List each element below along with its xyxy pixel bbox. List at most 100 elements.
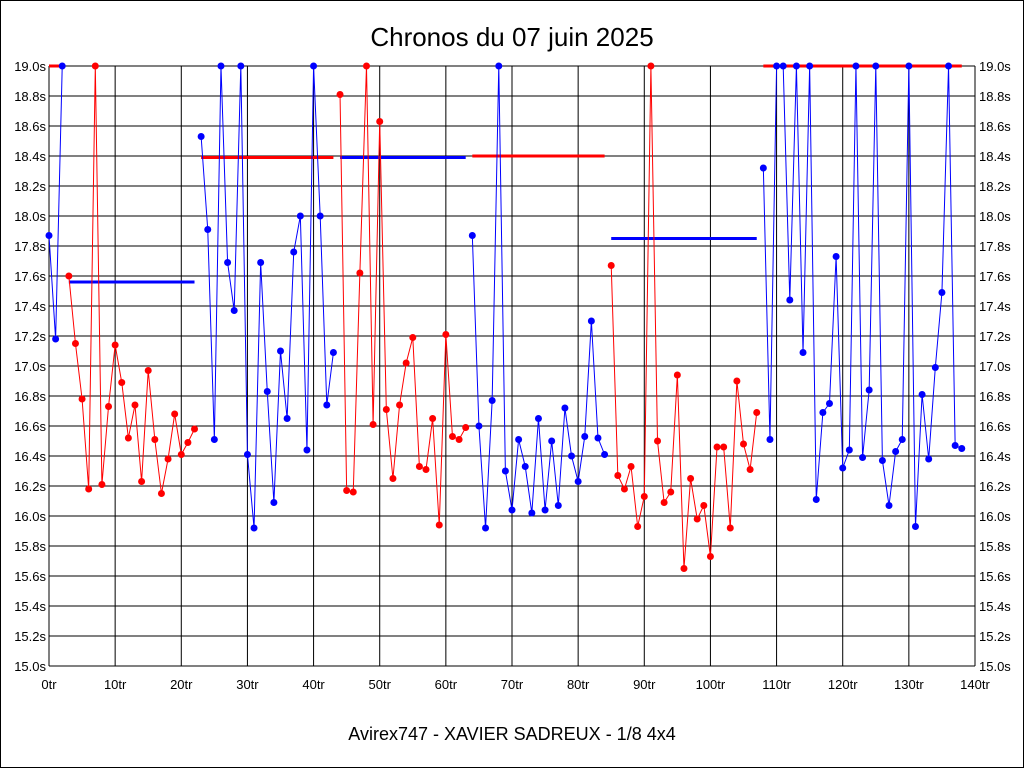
data-point — [250, 524, 258, 532]
x-tick-label: 20tr — [170, 677, 193, 692]
data-point — [561, 404, 569, 412]
y-tick-label-left: 15.0s — [14, 659, 46, 674]
y-tick-label-left: 18.6s — [14, 119, 46, 134]
data-point — [475, 422, 483, 430]
data-point — [713, 443, 721, 451]
data-point — [310, 62, 318, 70]
series-line — [471, 65, 606, 529]
data-point — [819, 409, 827, 416]
x-tick-label: 60tr — [435, 677, 458, 692]
data-point — [409, 334, 417, 341]
data-point — [435, 521, 443, 529]
y-tick-label-right: 15.2s — [979, 629, 1011, 644]
y-tick-label-right: 18.6s — [979, 119, 1011, 134]
data-point — [224, 259, 232, 266]
data-point — [389, 475, 397, 482]
data-point — [396, 401, 404, 409]
data-point — [521, 463, 529, 470]
data-point — [343, 487, 351, 494]
data-point — [501, 467, 509, 475]
data-point — [693, 515, 701, 523]
y-tick-label-left: 18.4s — [14, 149, 46, 164]
data-point — [184, 439, 192, 446]
data-point — [362, 62, 370, 70]
data-point — [528, 509, 536, 517]
chart-title: Chronos du 07 juin 2025 — [370, 22, 653, 52]
data-point — [495, 62, 503, 70]
data-point — [191, 425, 199, 433]
y-tick-label-right: 17.0s — [979, 359, 1011, 374]
data-point — [779, 62, 787, 70]
data-point — [541, 506, 549, 514]
y-tick-label-left: 15.6s — [14, 569, 46, 584]
data-point — [118, 379, 126, 386]
data-point — [85, 485, 93, 493]
y-tick-label-right: 18.0s — [979, 209, 1011, 224]
data-point — [614, 472, 622, 479]
y-tick-label-left: 17.4s — [14, 299, 46, 314]
data-point — [872, 62, 880, 70]
x-tick-label: 40tr — [302, 677, 325, 692]
data-point — [845, 446, 853, 454]
data-point — [786, 296, 794, 304]
data-point — [687, 475, 695, 482]
data-point — [812, 496, 820, 503]
data-point — [468, 232, 476, 239]
data-point — [627, 463, 635, 470]
data-point — [98, 481, 106, 488]
data-point — [296, 212, 304, 220]
data-point — [277, 347, 284, 355]
data-point — [594, 434, 602, 442]
data-point — [415, 463, 423, 470]
data-point — [898, 436, 906, 443]
data-point — [323, 401, 331, 409]
y-tick-label-right: 15.4s — [979, 599, 1011, 614]
data-point — [488, 397, 496, 404]
series-line — [339, 65, 467, 526]
data-point — [911, 523, 919, 530]
y-tick-label-right: 19.0s — [979, 59, 1011, 74]
data-point — [144, 367, 152, 374]
data-point — [482, 524, 490, 532]
data-point — [257, 259, 265, 266]
data-point — [753, 409, 761, 416]
data-point — [680, 565, 688, 572]
y-tick-label-left: 18.2s — [14, 179, 46, 194]
data-point — [237, 62, 245, 70]
data-point — [958, 445, 966, 452]
series-line — [68, 65, 195, 494]
data-point — [700, 502, 708, 509]
data-point — [515, 436, 523, 443]
data-point — [138, 478, 146, 485]
x-tick-label: 140tr — [960, 677, 990, 692]
data-point — [171, 410, 179, 418]
data-point — [654, 437, 662, 445]
x-tick-label: 120tr — [828, 677, 858, 692]
y-tick-label-left: 16.0s — [14, 509, 46, 524]
y-tick-label-right: 17.6s — [979, 269, 1011, 284]
data-point — [568, 452, 576, 460]
data-point — [918, 391, 926, 398]
x-tick-label: 90tr — [633, 677, 656, 692]
y-tick-label-left: 16.2s — [14, 479, 46, 494]
data-point — [283, 415, 291, 422]
y-tick-label-left: 17.2s — [14, 329, 46, 344]
data-point — [429, 415, 437, 422]
data-point — [78, 395, 86, 403]
data-point — [839, 464, 847, 472]
data-point — [316, 212, 324, 220]
data-point — [647, 62, 655, 70]
y-tick-label-right: 18.4s — [979, 149, 1011, 164]
data-point — [369, 421, 377, 428]
y-tick-label-left: 17.0s — [14, 359, 46, 374]
data-point — [799, 349, 807, 356]
x-tick-label: 0tr — [41, 677, 57, 692]
y-tick-label-right: 16.6s — [979, 419, 1011, 434]
data-point — [720, 443, 728, 451]
x-tick-label: 50tr — [369, 677, 392, 692]
data-point — [740, 440, 747, 448]
y-tick-label-right: 17.8s — [979, 239, 1011, 254]
data-point — [859, 454, 867, 461]
data-point — [111, 341, 119, 349]
data-point — [792, 62, 800, 70]
